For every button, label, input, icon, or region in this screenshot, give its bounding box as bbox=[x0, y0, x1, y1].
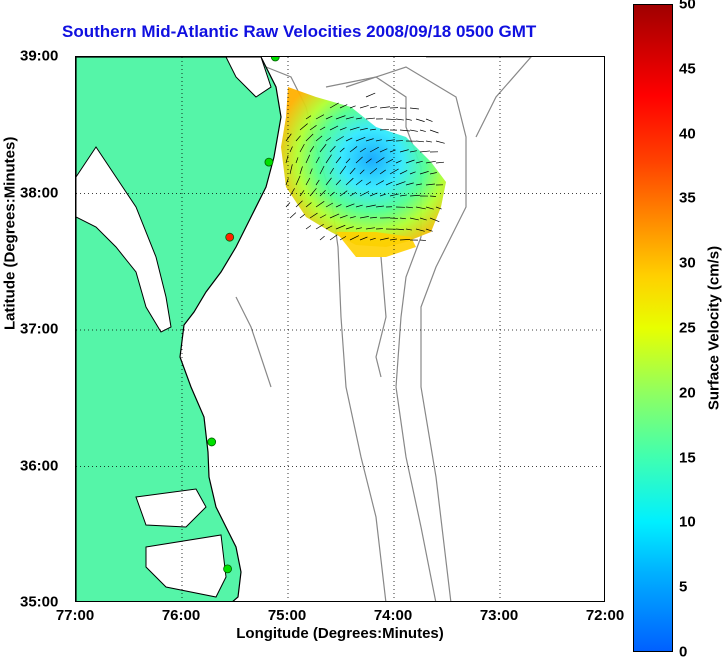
velocity-patch bbox=[281, 87, 446, 247]
colorbar-tick-label: 45 bbox=[679, 60, 696, 77]
velocity-arrow bbox=[416, 141, 424, 142]
y-tick-label: 39:00 bbox=[20, 48, 58, 65]
bathymetry-contour-3 bbox=[426, 57, 531, 137]
velocity-arrow bbox=[410, 108, 419, 109]
x-tick-label: 74:00 bbox=[374, 607, 412, 624]
velocity-arrow bbox=[420, 130, 426, 132]
x-tick-label: 72:00 bbox=[586, 607, 624, 624]
colorbar bbox=[633, 4, 673, 652]
map-svg bbox=[76, 57, 605, 602]
velocity-arrow bbox=[436, 141, 445, 143]
colorbar-tick-label: 40 bbox=[679, 125, 696, 142]
velocity-arrow bbox=[366, 93, 375, 97]
velocity-field bbox=[281, 87, 446, 257]
bathymetry-contour-5 bbox=[236, 297, 271, 387]
x-tick-label: 76:00 bbox=[162, 607, 200, 624]
colorbar-tick-label: 35 bbox=[679, 190, 696, 207]
velocity-arrow bbox=[370, 107, 377, 108]
colorbar-tick-label: 10 bbox=[679, 514, 696, 531]
station-marker bbox=[265, 158, 273, 166]
velocity-arrow bbox=[306, 225, 311, 229]
y-tick-label: 35:00 bbox=[20, 594, 58, 611]
land-mass bbox=[76, 57, 281, 602]
velocity-arrow bbox=[420, 240, 426, 241]
station-marker bbox=[271, 57, 279, 61]
velocity-arrow bbox=[426, 119, 433, 122]
velocity-arrow bbox=[396, 119, 404, 120]
colorbar-tick-label: 0 bbox=[679, 644, 687, 661]
station-marker bbox=[226, 233, 234, 241]
x-tick-label: 73:00 bbox=[480, 607, 518, 624]
velocity-arrow bbox=[430, 130, 438, 133]
velocity-arrow bbox=[320, 236, 325, 240]
velocity-arrow bbox=[386, 119, 396, 120]
colorbar-tick-label: 20 bbox=[679, 384, 696, 401]
velocity-arrow bbox=[406, 119, 412, 120]
colorbar-tick-label: 5 bbox=[679, 579, 687, 596]
colorbar-tick-label: 15 bbox=[679, 449, 696, 466]
velocity-arrow bbox=[436, 162, 444, 163]
x-tick-label: 77:00 bbox=[56, 607, 94, 624]
x-tick-label: 75:00 bbox=[268, 607, 306, 624]
y-tick-label: 37:00 bbox=[20, 321, 58, 338]
y-tick-label: 38:00 bbox=[20, 184, 58, 201]
bathymetry-contour-4 bbox=[376, 257, 386, 377]
map-title: Southern Mid-Atlantic Raw Velocities 200… bbox=[62, 22, 642, 42]
velocity-arrow bbox=[426, 141, 432, 142]
map-plot-area[interactable] bbox=[75, 56, 605, 602]
y-tick-label: 36:00 bbox=[20, 457, 58, 474]
station-marker bbox=[208, 438, 216, 446]
velocity-arrow bbox=[400, 130, 410, 131]
station-marker bbox=[224, 565, 232, 573]
colorbar-tick-label: 25 bbox=[679, 320, 696, 337]
velocity-arrow bbox=[420, 151, 430, 152]
velocity-arrow bbox=[366, 118, 375, 119]
velocity-arrow bbox=[286, 203, 290, 207]
colorbar-tick-label: 50 bbox=[679, 0, 696, 13]
velocity-arrow bbox=[380, 107, 390, 108]
colorbar-tick-label: 30 bbox=[679, 255, 696, 272]
velocity-arrow bbox=[410, 130, 418, 131]
velocity-arrow bbox=[416, 119, 425, 122]
velocity-arrow bbox=[300, 214, 305, 218]
velocity-arrow bbox=[360, 105, 369, 108]
colorbar-label: Surface Velocity (cm/s) bbox=[706, 246, 723, 410]
x-axis-label: Longitude (Degrees:Minutes) bbox=[236, 625, 444, 642]
velocity-arrow bbox=[290, 213, 296, 218]
y-axis-label: Latitude (Degrees:Minutes) bbox=[2, 137, 19, 330]
velocity-arrow bbox=[350, 106, 356, 108]
